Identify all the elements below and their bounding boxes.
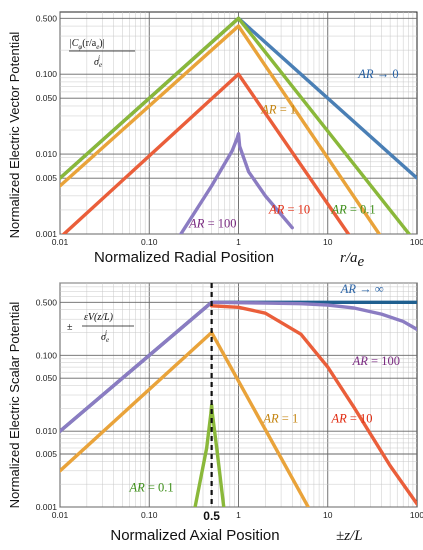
- series-annotation: AR = 100: [188, 217, 236, 231]
- y-tick-label: 0.050: [36, 373, 58, 383]
- y-tick-label: 0.005: [36, 449, 58, 459]
- x-tick-label: 10: [323, 510, 333, 520]
- bottom-x-axis-label: Normalized Axial Position: [110, 527, 279, 544]
- top-series: [60, 16, 417, 234]
- top-annotations: AR → 0 AR = 1 AR = 10 AR = 0.1 AR = 100: [188, 67, 398, 231]
- x-tick-label: 1: [236, 510, 241, 520]
- x-tick-label: 0.01: [52, 510, 69, 520]
- top-formula-bottom: σ: [94, 57, 100, 68]
- y-tick-label: 0.050: [36, 93, 58, 103]
- top-formula-top-sub2: e: [96, 43, 99, 51]
- bottom-tick-labels: 0.01 0.10 1 10 100 0.001 0.005 0.010 0.050 0.100 0…: [36, 297, 423, 520]
- y-tick-label: 0.500: [36, 297, 58, 307]
- bottom-y-axis-label: Normalized Electric Scalar Potential: [7, 302, 22, 509]
- svg-text:|Cφ(r/ae)|: |Cφ(r/ae)|: [69, 38, 105, 51]
- x-tick-label: 100: [410, 237, 423, 247]
- svg-text:σei: σei: [94, 54, 102, 69]
- y-tick-label: 0.001: [36, 229, 58, 239]
- top-formula-top-post: (r/a: [82, 38, 96, 49]
- x-tick-label: 0.10: [141, 510, 158, 520]
- y-tick-label: 0.010: [36, 426, 58, 436]
- series-annotation: AR = 0.1: [128, 481, 173, 495]
- y-tick-label: 0.500: [36, 13, 58, 23]
- top-grid: [59, 12, 417, 235]
- svg-text:σei: σei: [101, 329, 109, 344]
- top-chart: 0.01 0.10 1 10 100 0.001 0.005 0.010 0.050 0.100 0…: [7, 11, 423, 270]
- bottom-formula-bottom: σ: [101, 332, 107, 343]
- top-y-axis-label: Normalized Electric Vector Potential: [7, 32, 22, 239]
- x-tick-label: 1: [236, 237, 241, 247]
- half-marker-label: 0.5: [203, 509, 220, 523]
- bottom-x-variable: ±z/L: [336, 528, 363, 544]
- series-line-ar-0p1: [60, 16, 412, 234]
- series-line-ar-1: [60, 24, 382, 234]
- series-annotation: AR = 1: [262, 412, 298, 426]
- top-x-axis-label: Normalized Radial Position: [94, 249, 274, 266]
- series-annotation: AR → ∞: [340, 282, 384, 296]
- y-tick-label: 0.100: [36, 350, 58, 360]
- series-line-ar-100: [178, 131, 294, 234]
- series-annotation: AR = 1: [260, 103, 296, 117]
- series-annotation: AR = 10: [330, 412, 372, 426]
- bottom-annotations: AR → ∞ AR = 100 AR = 1 AR = 10 AR = 0.1: [128, 282, 400, 494]
- bottom-formula: ± εV(z/L) σei: [67, 312, 134, 344]
- top-formula: |Cφ(r/ae)| σei: [69, 38, 135, 69]
- x-tick-label: 0.10: [141, 237, 158, 247]
- top-formula-top-pre: |C: [69, 38, 79, 49]
- series-line-ar-100: [60, 300, 417, 433]
- y-tick-label: 0.100: [36, 69, 58, 79]
- top-tick-labels: 0.01 0.10 1 10 100 0.001 0.005 0.010 0.050 0.100 0…: [36, 13, 423, 247]
- series-annotation: AR = 10: [268, 203, 310, 217]
- x-tick-label: 10: [323, 237, 333, 247]
- top-x-variable: r/ae: [340, 250, 365, 270]
- bottom-formula-pm: ±: [67, 322, 73, 333]
- top-formula-top-end: )|: [99, 38, 104, 49]
- y-tick-label: 0.001: [36, 502, 58, 512]
- y-tick-label: 0.010: [36, 149, 58, 159]
- series-annotation: AR = 0.1: [330, 203, 375, 217]
- bottom-formula-top: εV(z/L): [84, 312, 114, 323]
- top-formula-bottom-sub: e: [99, 61, 102, 69]
- series-line-ar-10: [61, 72, 351, 234]
- x-tick-label: 100: [410, 510, 423, 520]
- bottom-formula-bottom-sub: e: [106, 336, 109, 344]
- series-line-ar-10: [209, 304, 417, 506]
- series-annotation: AR → 0: [357, 67, 398, 81]
- y-tick-label: 0.005: [36, 173, 58, 183]
- top-formula-bottom-sup: i: [98, 54, 100, 62]
- x-tick-label: 0.01: [52, 237, 69, 247]
- bottom-formula-bottom-sup: i: [105, 329, 107, 337]
- bottom-grid: [59, 282, 417, 508]
- top-formula-top-sub: φ: [78, 43, 82, 51]
- series-annotation: AR = 100: [352, 354, 400, 368]
- bottom-chart: 0.01 0.10 1 10 100 0.001 0.005 0.010 0.050 0.100 0…: [7, 282, 423, 544]
- series-line-ar-0p1: [193, 403, 226, 507]
